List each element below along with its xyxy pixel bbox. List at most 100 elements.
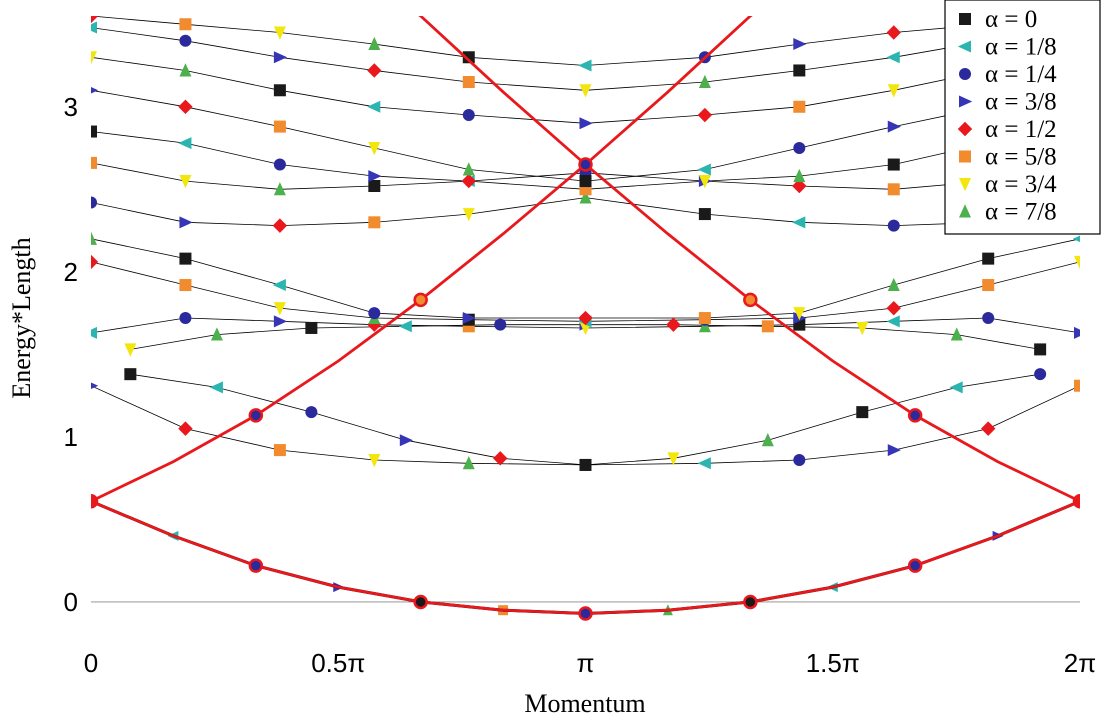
data-point-triangle-left	[272, 279, 286, 292]
x-tick-label: 1.5π	[806, 648, 860, 678]
data-point-diamond	[886, 300, 901, 316]
data-point-diamond	[697, 107, 713, 123]
data-point-triangle-left	[949, 381, 963, 394]
data-point-square	[579, 175, 592, 188]
data-point-triangle-left	[91, 326, 97, 339]
data-point-triangle-down	[368, 142, 381, 156]
data-point-diamond	[178, 99, 193, 114]
data-point-triangle-left	[398, 320, 412, 333]
data-point-triangle-up	[273, 182, 286, 196]
data-point-triangle-right	[91, 382, 99, 389]
legend: α = 0α = 1/8α = 1/4α = 3/8α = 1/2α = 5/8…	[944, 0, 1101, 235]
data-point-triangle-right	[887, 444, 901, 457]
data-point-square	[273, 84, 286, 97]
data-point-square	[273, 120, 286, 133]
x-tick-label: π	[577, 648, 595, 678]
data-point-circle	[368, 307, 381, 320]
data-point-triangle-up	[887, 277, 900, 292]
data-point-diamond	[981, 421, 996, 436]
data-point-square	[91, 125, 97, 138]
highlight-point	[248, 558, 264, 573]
highlight-point	[907, 558, 923, 573]
data-point-square	[368, 216, 381, 229]
data-point-circle	[793, 142, 806, 155]
data-point-square	[982, 279, 995, 292]
data-point-triangle-up	[210, 327, 223, 341]
legend-label: α = 0	[985, 6, 1037, 33]
highlight-point	[743, 292, 758, 308]
data-point-triangle-left	[91, 21, 97, 34]
legend-label: α = 7/8	[985, 199, 1057, 226]
data-point-triangle-down	[91, 51, 97, 65]
data-point-diamond	[493, 451, 508, 466]
highlight-point	[743, 594, 758, 610]
x-tick-label: 0	[84, 648, 98, 678]
data-point-square	[179, 252, 192, 265]
data-point-triangle-down	[667, 452, 680, 466]
legend-label: α = 1/2	[985, 116, 1057, 143]
data-point-square	[1034, 343, 1047, 356]
x-tick-label: 0.5π	[311, 648, 365, 678]
legend-marker-triangle-up	[959, 204, 971, 218]
data-point-triangle-down	[887, 84, 900, 98]
data-point-triangle-up	[698, 319, 711, 333]
data-point-triangle-up	[950, 327, 963, 341]
data-point-triangle-down	[124, 343, 137, 357]
legend-marker-circle	[959, 68, 971, 80]
y-tick-label: 0	[64, 587, 78, 617]
data-point-diamond	[666, 317, 681, 332]
data-point-square	[793, 100, 806, 113]
data-point-triangle-right	[399, 434, 414, 447]
legend-marker-triangle-right	[959, 95, 973, 108]
data-point-triangle-left	[697, 457, 711, 470]
data-point-triangle-up	[793, 168, 806, 183]
data-point-circle	[179, 34, 192, 47]
legend-label: α = 1/4	[985, 61, 1057, 88]
data-point-square	[305, 321, 318, 334]
data-point-diamond	[886, 25, 901, 40]
data-point-diamond	[272, 218, 288, 233]
band-curves	[91, 16, 1080, 466]
legend-box	[944, 0, 1101, 235]
x-axis-label: Momentum	[524, 689, 645, 718]
data-point-triangle-up	[91, 231, 97, 245]
y-tick-label: 2	[64, 257, 78, 287]
data-point-triangle-right	[887, 120, 901, 133]
data-point-triangle-left	[178, 137, 192, 150]
data-point-triangle-right	[91, 87, 99, 94]
highlight-points	[91, 157, 1080, 621]
data-point-triangle-down	[856, 321, 869, 336]
data-point-square	[793, 64, 806, 77]
legend-label: α = 5/8	[985, 144, 1057, 171]
data-point-square	[579, 458, 592, 471]
data-point-circle	[462, 109, 475, 122]
data-point-square	[91, 156, 97, 169]
band-curve	[130, 373, 1041, 466]
data-point-diamond	[178, 421, 193, 436]
data-point-triangle-right	[1074, 326, 1080, 339]
legend-marker-square	[959, 150, 971, 163]
red-curve	[91, 500, 1080, 615]
data-point-triangle-right	[273, 315, 288, 328]
data-point-diamond	[792, 178, 807, 194]
data-point-triangle-down	[273, 302, 286, 316]
highlight-point	[578, 157, 593, 172]
y-tick-label: 3	[64, 92, 78, 122]
highlight-point	[578, 606, 593, 621]
data-markers	[91, 16, 1080, 620]
band-curve	[91, 27, 1080, 91]
data-point-square	[887, 183, 900, 196]
highlight-point	[413, 594, 428, 610]
data-point-triangle-up	[761, 432, 774, 447]
data-point-circle	[494, 318, 507, 331]
data-point-square	[982, 252, 995, 265]
data-point-triangle-up	[579, 190, 592, 204]
data-point-triangle-down	[179, 175, 192, 189]
y-tick-label: 1	[64, 422, 78, 452]
data-point-circle	[179, 312, 192, 325]
data-point-triangle-up	[368, 36, 381, 51]
data-point-triangle-down	[273, 26, 286, 40]
x-axis-ticks: 0 0.5π π 1.5π 2π	[84, 648, 1096, 678]
legend-label: α = 3/8	[985, 89, 1057, 116]
data-point-triangle-left	[697, 163, 711, 176]
